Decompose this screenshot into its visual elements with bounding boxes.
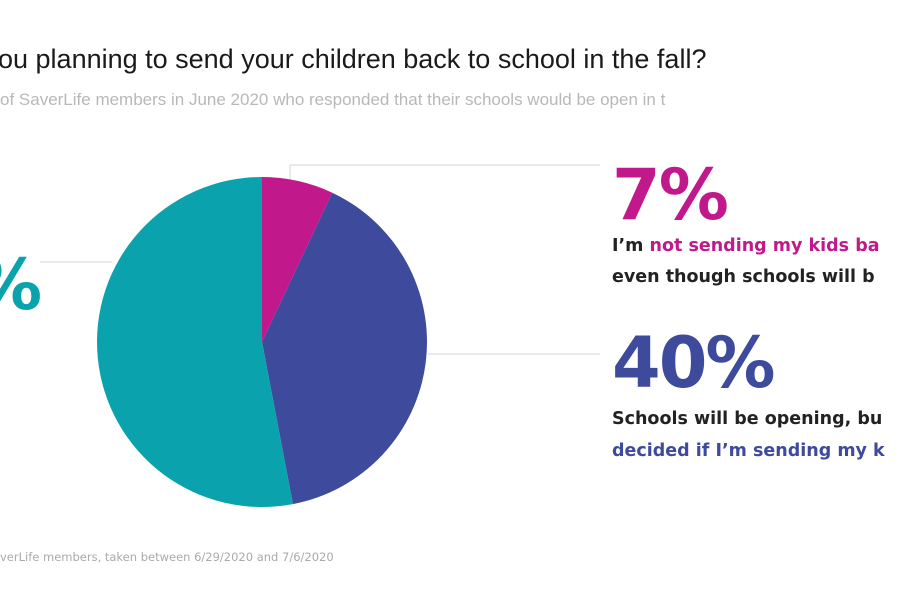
pie-slice-undecided [262,192,427,505]
footnote: verLife members, taken between 6/29/2020… [0,550,334,564]
purple-desc-line1: Schools will be opening, bu [612,409,883,429]
magenta-percent-label: 7% [612,154,729,236]
chart-title: ou planning to send your children back t… [0,44,707,74]
chart-subtitle: of SaverLife members in June 2020 who re… [0,90,666,109]
pie-slice-sending [96,177,293,507]
magenta-desc-line1: I’m not sending my kids ba [612,230,880,262]
purple-percent-label: 40% [612,322,776,404]
leader-line-magenta [289,164,600,182]
teal-percent-label: % [0,250,42,320]
desc-highlight: not sending my kids ba [649,236,880,256]
purple-desc-line2: decided if I’m sending my k [612,441,885,461]
desc-text: I’m [612,236,650,256]
magenta-desc-line2: even though schools will b [612,267,875,287]
pie-slice-not-sending [262,177,333,342]
